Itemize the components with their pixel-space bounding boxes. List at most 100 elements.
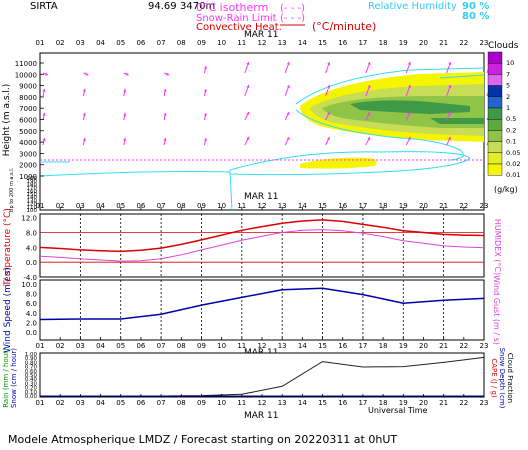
wind-arrow-head <box>123 89 127 92</box>
model-note: Modele Atmospherique LMDZ / Forecast sta… <box>8 433 397 446</box>
height-panel: 1000200030004000500060007000800090001000… <box>2 41 520 214</box>
wind-tick-label: 6.0 <box>26 300 37 308</box>
hour-tick-label: 19 <box>399 342 408 350</box>
lower-tick-label: 130 <box>27 198 38 204</box>
wind-arrow-head <box>203 89 207 92</box>
wind-speed-line <box>39 287 485 321</box>
header: SIRTA 94.69 3470m 0°C isotherm (- - -) S… <box>30 1 489 40</box>
hour-tick-label: 11 <box>237 342 246 350</box>
wind-arrow-head <box>203 138 207 141</box>
wind-arrow-head <box>448 112 451 115</box>
hour-tick-label: 11 <box>237 202 246 210</box>
legend-isotherm: 0°C isotherm <box>196 1 268 14</box>
hour-tick-label: 19 <box>399 399 408 407</box>
hour-tick-label: 13 <box>278 342 287 350</box>
hour-tick-label: 15 <box>318 399 327 407</box>
rh-contour-1 <box>295 67 485 105</box>
clouds-legend: Clouds 10 7 5 2 1 0.5 0.2 0.1 0.05 0.02 0.01 (g/kg… <box>487 41 520 194</box>
wind-arrow-head <box>42 113 46 116</box>
hour-tick-label: 06 <box>136 399 145 407</box>
clouds-legend-unit: (g/kg) <box>494 185 518 194</box>
wind-y-axis: 0.0 2.04.0 6.08.0 10.0 <box>21 281 37 337</box>
hour-tick-label: 04 <box>96 202 105 210</box>
hour-tick-label: 12 <box>258 342 267 350</box>
hour-tick-label: 21 <box>439 342 448 350</box>
clouds-legend-level: 10 <box>506 59 514 67</box>
height-tick-label: 9000 <box>19 83 37 91</box>
wind-arrow-head <box>407 85 411 88</box>
wind-arrow-head <box>123 138 127 141</box>
hour-tick-label: 03 <box>76 202 85 210</box>
hour-tick-label: 19 <box>399 39 408 47</box>
hour-tick-label: 16 <box>338 399 347 407</box>
hour-tick-label: 23 <box>480 342 489 350</box>
wind-arrow-head <box>327 62 331 65</box>
hour-tick-label: 08 <box>177 399 186 407</box>
humidex-label: HUMIDEX (°C) <box>493 219 502 275</box>
hour-tick-label: 02 <box>56 342 65 350</box>
hour-tick-label: 18 <box>379 342 388 350</box>
clouds-legend-swatch <box>487 63 503 75</box>
wind-arrow-head <box>246 85 250 88</box>
height-tick-label: 8000 <box>19 94 37 102</box>
height-tick-label: 5000 <box>19 128 37 136</box>
rain-tick-label: 0.50 <box>25 373 38 379</box>
wind-arrow-head <box>123 113 127 116</box>
wind-arrow-head <box>166 72 170 76</box>
legend-rh-90: 90 % <box>462 1 489 12</box>
universal-time-label: Universal Time <box>368 406 428 415</box>
wind-arrow-head <box>85 72 89 76</box>
cloud-area-darkgreen-2 <box>430 118 484 124</box>
hour-tick-label: 05 <box>116 39 125 47</box>
legend-snow-dashes: (- - -) <box>280 13 305 24</box>
hour-tick-label: 17 <box>358 202 367 210</box>
cloud-area-darkgreen <box>350 100 470 114</box>
hour-tick-label: 19 <box>399 202 408 210</box>
rain-tick-label: 0.30 <box>25 381 38 387</box>
humidex-series-line <box>39 229 485 262</box>
clouds-legend-level: 0.01 <box>506 171 520 179</box>
clouds-legend-level: 0.02 <box>506 160 520 168</box>
hour-tick-label: 20 <box>419 39 428 47</box>
wind-ylabel: Wind Speed (m / s) <box>3 267 13 353</box>
clouds-legend-swatch <box>487 141 503 154</box>
legend-rh: Relative Humidity <box>368 1 457 12</box>
hour-tick-label: 09 <box>197 342 206 350</box>
hour-tick-label: 15 <box>318 342 327 350</box>
date-label-3: MAR 11 <box>244 411 279 421</box>
hour-tick-label: 08 <box>177 39 186 47</box>
lower-tick-label: 170 <box>27 186 38 192</box>
hour-tick-label: 08 <box>177 202 186 210</box>
hour-tick-label: 07 <box>157 39 166 47</box>
hour-tick-label: 23 <box>480 202 489 210</box>
station-label: SIRTA <box>30 1 58 12</box>
hour-tick-label: 07 <box>157 342 166 350</box>
clouds-legend-swatch <box>487 85 503 97</box>
hour-tick-label: 01 <box>36 399 45 407</box>
wind-arrow-head <box>82 138 86 141</box>
hour-tick-label: 21 <box>439 39 448 47</box>
hour-tick-label: 12 <box>258 202 267 210</box>
temp-tick-label: 12.0 <box>21 215 37 223</box>
temp-tick-label: 0.0 <box>26 259 37 267</box>
wind-arrow-head <box>163 113 167 116</box>
clouds-legend-level: 2 <box>506 93 510 101</box>
lower-ylabel: Up to 200 m a.s.l. <box>9 167 15 212</box>
wind-panel: 0.0 2.04.0 6.08.0 10.0 Wind Speed (m / s) W… <box>3 267 501 353</box>
hour-tick-label: 06 <box>136 202 145 210</box>
height-tick-label: 11000 <box>15 60 37 68</box>
wind-arrow-head <box>163 138 167 141</box>
hour-tick-label: 17 <box>358 399 367 407</box>
hour-tick-label: 13 <box>278 202 287 210</box>
lower-tick-label: 140 <box>27 195 38 201</box>
hour-tick-label: 06 <box>136 39 145 47</box>
hour-tick-label: 20 <box>419 202 428 210</box>
lower-tick-label: 180 <box>27 182 38 188</box>
wind-arrow-head <box>367 137 371 140</box>
lower-tick-label: 160 <box>27 189 38 195</box>
clouds-legend-level: 0.05 <box>506 149 520 157</box>
temperature-series-line <box>39 219 485 253</box>
clouds-legend-swatch <box>487 107 503 120</box>
wind-arrow-head <box>367 62 371 65</box>
